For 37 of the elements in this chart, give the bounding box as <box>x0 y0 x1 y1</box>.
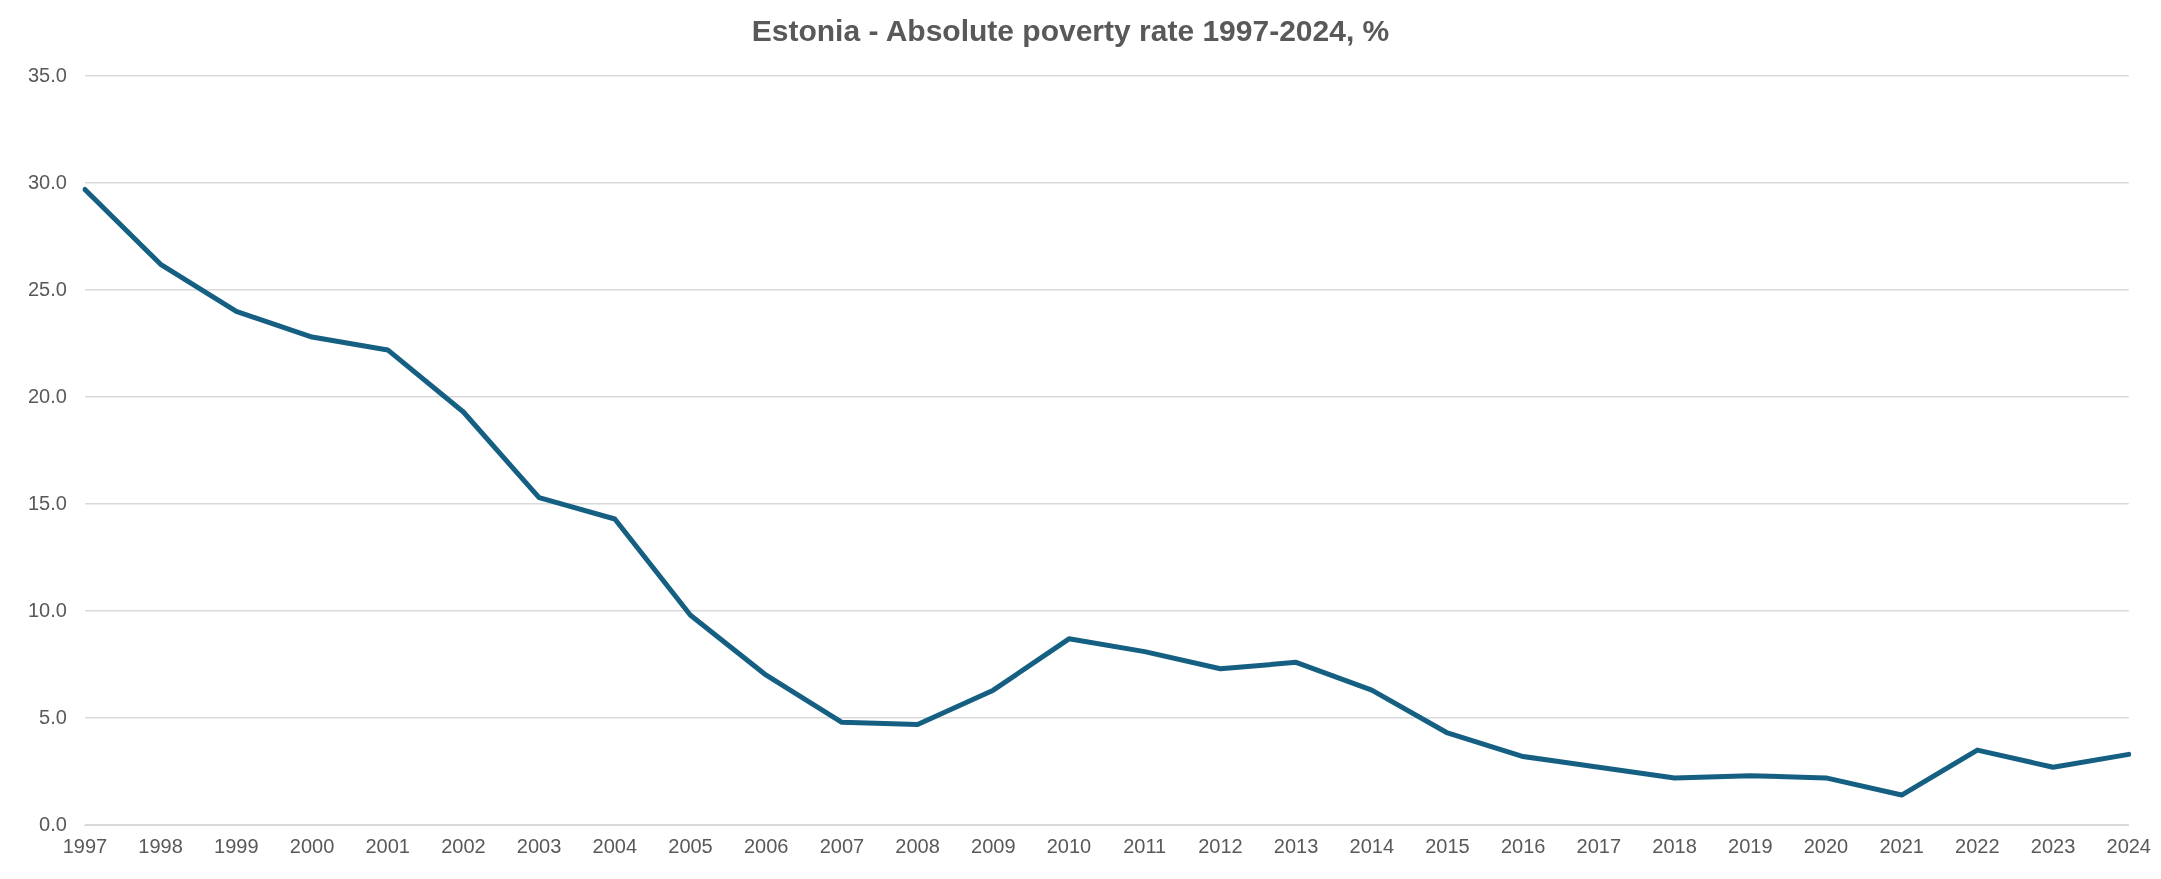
x-tick-label: 2017 <box>1576 834 1622 857</box>
x-tick-label: 2021 <box>1879 834 1924 857</box>
x-tick-label: 2013 <box>1273 834 1319 857</box>
x-tick-label: 2012 <box>1198 834 1243 857</box>
x-tick-label: 2002 <box>441 834 486 857</box>
y-tick-label: 35.0 <box>27 63 67 86</box>
y-tick-label: 15.0 <box>27 491 67 514</box>
x-tick-label: 2019 <box>1728 834 1773 857</box>
x-tick-label: 1998 <box>138 834 183 857</box>
x-tick-label: 2023 <box>2030 834 2076 857</box>
x-tick-label: 2020 <box>1803 834 1849 857</box>
x-tick-label: 2001 <box>365 834 410 857</box>
x-tick-label: 2011 <box>1123 834 1167 857</box>
x-tick-label: 2004 <box>592 834 638 857</box>
y-tick-label: 5.0 <box>39 705 67 728</box>
x-tick-label: 2014 <box>1349 834 1395 857</box>
x-tick-label: 2007 <box>819 834 865 857</box>
x-tick-label: 2018 <box>1652 834 1697 857</box>
x-tick-label: 2003 <box>516 834 562 857</box>
y-tick-label: 25.0 <box>27 277 67 300</box>
x-tick-label: 2015 <box>1425 834 1470 857</box>
x-tick-label: 2000 <box>289 834 335 857</box>
x-tick-label: 2016 <box>1500 834 1546 857</box>
y-tick-label: 0.0 <box>39 812 67 835</box>
x-tick-label: 2006 <box>743 834 789 857</box>
x-tick-label: 1997 <box>62 834 108 857</box>
y-tick-label: 30.0 <box>27 170 67 193</box>
chart-title: Estonia - Absolute poverty rate 1997-2024, % <box>751 14 1390 48</box>
x-tick-label: 2024 <box>2106 834 2151 857</box>
y-tick-label: 10.0 <box>27 598 67 621</box>
x-tick-label: 1999 <box>214 834 259 857</box>
x-tick-label: 2009 <box>971 834 1016 857</box>
x-tick-label: 2008 <box>895 834 940 857</box>
x-tick-label: 2010 <box>1046 834 1092 857</box>
x-tick-label: 2005 <box>668 834 713 857</box>
y-tick-label: 20.0 <box>27 384 67 407</box>
x-tick-label: 2022 <box>1955 834 2000 857</box>
